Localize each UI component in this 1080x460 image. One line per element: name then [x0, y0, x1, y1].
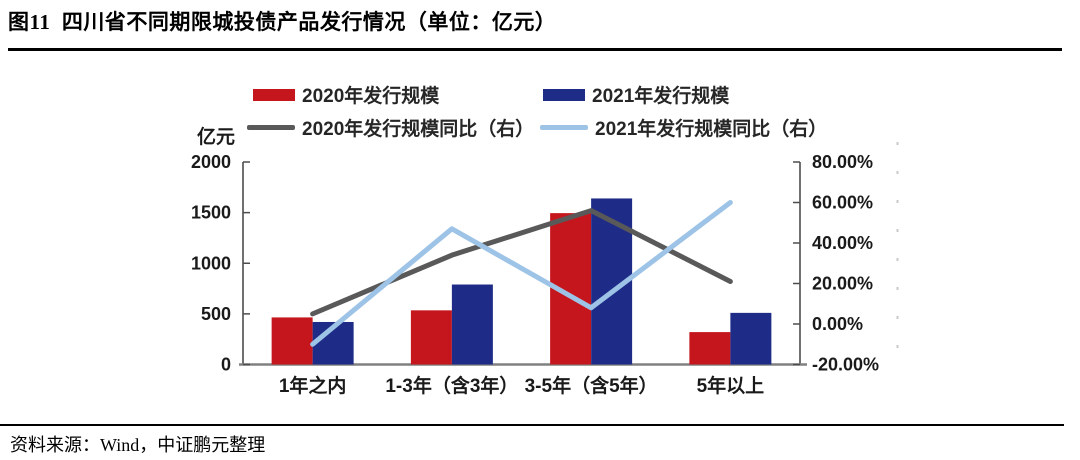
bar-2020年发行规模-1-3年（含3年） — [410, 310, 452, 365]
line-2020年发行规模同比（右） — [310, 208, 733, 317]
bar-2020年发行规模-5年以上 — [689, 332, 731, 365]
legend-line-swatch — [247, 125, 295, 130]
legend-item-2020年发行规模同比（右）: 2020年发行规模同比（右） — [247, 114, 534, 141]
right-axis-tick-label: 0.00% — [812, 314, 863, 334]
left-axis-tick-label: 0 — [221, 355, 231, 375]
line-2021年发行规模同比（右） — [310, 200, 733, 347]
legend-label: 2021年发行规模同比（右） — [595, 119, 828, 140]
left-axis-tick-label: 1000 — [191, 253, 231, 273]
right-axis-tick-label: -20.00% — [812, 355, 879, 375]
legend-label: 2020年发行规模同比（右） — [302, 119, 535, 140]
left-axis-tick-label: 2000 — [191, 152, 231, 172]
bar-2020年发行规模-1年之内 — [271, 317, 313, 365]
left-axis-tick-label: 1500 — [191, 203, 231, 223]
x-axis-category-label: 3-5年（含5年） — [525, 374, 658, 397]
legend-bar-swatch — [543, 88, 585, 101]
legend-item-2020年发行规模: 2020年发行规模 — [253, 81, 439, 108]
figure-title: 图11 四川省不同期限城投债产品发行情况（单位：亿元） — [8, 10, 557, 34]
title-divider — [8, 48, 1062, 51]
legend-label: 2020年发行规模 — [302, 86, 440, 107]
legend-item-2021年发行规模: 2021年发行规模 — [543, 81, 729, 108]
legend-item-2021年发行规模同比（右）: 2021年发行规模同比（右） — [540, 114, 827, 141]
legend-label: 2021年发行规模 — [592, 86, 730, 107]
x-axis-category-label: 1年之内 — [279, 374, 347, 397]
legend-bar-swatch — [253, 88, 295, 101]
right-axis-tick-label: 80.00% — [812, 152, 873, 172]
bar-2021年发行规模-1-3年（含3年） — [451, 284, 493, 365]
bar-2021年发行规模-5年以上 — [730, 312, 772, 365]
left-axis-tick-label: 500 — [201, 304, 231, 324]
legend-line-swatch — [540, 125, 588, 130]
x-axis-category-label: 1-3年（含3年） — [385, 374, 518, 397]
source-divider — [0, 424, 1064, 426]
right-axis-tick-label: 40.00% — [812, 233, 873, 253]
right-axis-tick-label: 60.00% — [812, 193, 873, 213]
x-axis-category-label: 5年以上 — [697, 374, 765, 397]
chart-legend: 2020年发行规模 2021年发行规模 2020年发行规模同比（右） 2021年发行规… — [0, 0, 1080, 150]
source-note: 资料来源：Wind，中证鹏元整理 — [10, 435, 266, 455]
right-axis-tick-label: 20.00% — [812, 274, 873, 294]
left-axis-unit-label: 亿元 — [197, 127, 236, 148]
